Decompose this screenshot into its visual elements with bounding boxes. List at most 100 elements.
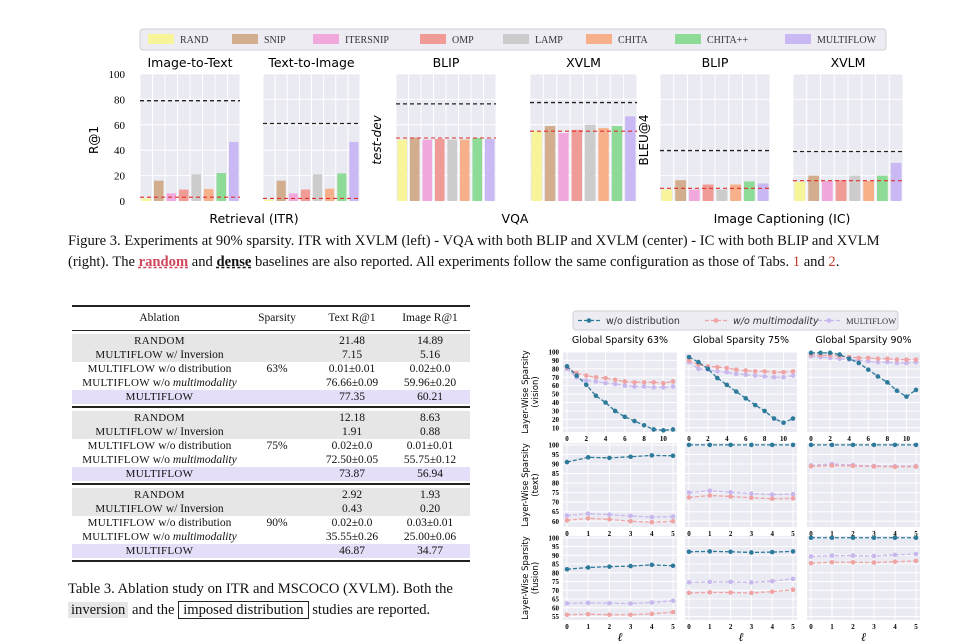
table-row: MULTIFLOW w/o multimodality 76.66±0.09 59.… <box>72 376 470 390</box>
y-tick-label: 65 <box>552 596 560 604</box>
table-row: MULTIFLOW w/o distribution 75% 0.02±0.0 0.0… <box>72 439 470 453</box>
table-2-link[interactable]: 2 <box>828 254 836 270</box>
data-point <box>628 518 633 524</box>
data-point <box>715 375 720 381</box>
legend-label: SNIP <box>264 35 286 46</box>
data-point <box>728 489 733 495</box>
y-tick-label: 100 <box>549 349 560 357</box>
y-tick-label: 40 <box>114 145 126 157</box>
method-name: MULTIFLOW <box>82 377 150 389</box>
panel-title: Image-to-Text <box>147 55 232 70</box>
x-tick-label: 8 <box>886 435 890 443</box>
data-point <box>649 453 655 458</box>
data-point <box>622 414 628 420</box>
data-point <box>749 580 754 585</box>
data-point <box>686 354 692 360</box>
y-tick-label: 70 <box>552 499 560 507</box>
x-tick-label: 0 <box>687 530 691 538</box>
x-tick-label: 3 <box>872 623 876 631</box>
data-point <box>913 442 919 448</box>
data-point <box>733 367 739 372</box>
data-point <box>752 373 758 378</box>
table-caption: Table 3. Ablation study on ITR and MSCOC… <box>68 579 453 621</box>
bar-OMP <box>835 180 847 201</box>
text-r1: 72.50±0.05 <box>325 454 379 466</box>
data-point <box>628 513 633 519</box>
table-1-link[interactable]: 1 <box>792 254 801 270</box>
bar-MULTIFLOW <box>890 162 902 201</box>
figure-caption: Figure 3. Experiments at 90% sparsity. I… <box>68 231 880 273</box>
y-tick-label: 70 <box>552 587 560 595</box>
legend-swatch-7 <box>785 34 811 44</box>
data-point <box>670 384 676 389</box>
x-tick-label: 6 <box>867 435 871 443</box>
method-name: MULTIFLOW <box>95 426 163 438</box>
bar-CHITA <box>204 189 214 201</box>
bar-OMP <box>179 189 189 201</box>
x-tick-label: 3 <box>750 623 754 631</box>
x-tick-label: 5 <box>914 623 918 631</box>
series-line-2 <box>810 553 917 558</box>
x-tick-label: 4 <box>770 530 774 538</box>
data-point <box>585 511 591 516</box>
x-tick-label: 5 <box>914 530 918 538</box>
text-r1: 35.55±0.26 <box>325 531 379 543</box>
bar-SNIP <box>808 175 819 201</box>
x-axis-label: ℓ <box>739 630 744 644</box>
bar-RAND <box>264 199 274 201</box>
caption-text: studies are reported. <box>308 602 431 618</box>
data-point <box>871 464 877 469</box>
data-point <box>628 612 633 618</box>
legend-label: RAND <box>180 35 208 46</box>
rule-header <box>72 330 470 331</box>
y-tick-label: 20 <box>114 171 126 183</box>
panel-background <box>807 443 920 527</box>
caption-text: baselines are also reported. All experim… <box>251 254 793 270</box>
header-2: Text R@1 <box>328 312 376 324</box>
data-point <box>762 374 767 379</box>
y-axis-label: Layer-Wise Sparsity <box>521 443 531 526</box>
italic-word: multimodality <box>172 377 237 389</box>
sparsity-value: 90% <box>266 517 288 529</box>
data-point <box>651 427 657 432</box>
method-name: MULTIFLOW <box>125 468 194 480</box>
method-name: MULTIFLOW <box>95 349 163 361</box>
data-point <box>649 562 655 568</box>
data-point <box>871 442 877 448</box>
series-line-1 <box>688 494 794 500</box>
bar-CHITA <box>460 139 470 201</box>
bar-SNIP <box>276 180 286 201</box>
column-title: Global Sparsity 63% <box>572 335 668 346</box>
image-r1: 0.01±0.01 <box>406 440 454 452</box>
data-point <box>686 580 692 585</box>
legend-swatch-0 <box>148 34 174 44</box>
x-tick-label: 4 <box>604 435 608 443</box>
table-row: MULTIFLOW w/o multimodality 35.55±0.26 25.… <box>72 530 470 544</box>
data-point <box>707 579 713 585</box>
data-point <box>607 455 612 461</box>
x-tick-label: 10 <box>780 435 788 443</box>
data-point <box>856 355 862 361</box>
caption-text: (right). The <box>68 254 139 270</box>
bar-OMP <box>300 189 310 201</box>
data-point <box>733 389 739 394</box>
y-tick-label: 95 <box>552 451 560 459</box>
series-line-2 <box>810 463 917 467</box>
data-point <box>875 359 881 365</box>
data-point <box>670 453 676 459</box>
data-point <box>641 380 647 385</box>
data-point <box>728 549 733 555</box>
bar-OMP <box>571 129 582 201</box>
data-point <box>649 600 655 605</box>
y-tick-label: 100 <box>109 69 126 81</box>
italic-word: multimodality <box>172 531 237 543</box>
ablation-name: RANDOM <box>72 334 247 348</box>
x-tick-label: 2 <box>729 623 733 631</box>
series-line-1 <box>810 560 917 564</box>
data-point <box>790 442 796 448</box>
data-point <box>583 382 589 388</box>
y-tick-label: 75 <box>552 578 560 586</box>
data-point <box>724 382 730 388</box>
x-tick-label: 5 <box>671 623 675 631</box>
